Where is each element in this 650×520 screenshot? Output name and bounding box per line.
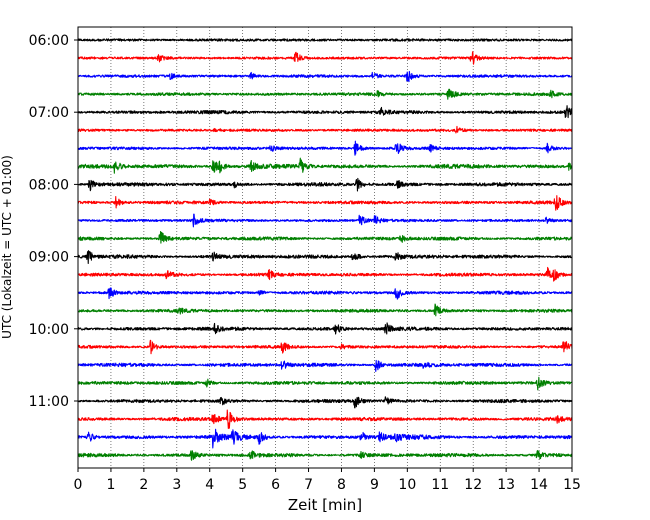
x-tick-label-4: 4 [205, 477, 214, 493]
trace-0730 [77, 140, 573, 156]
y-tick-label-2: 08:00 [29, 177, 69, 193]
y-tick-label-1: 07:00 [29, 105, 69, 121]
x-axis: 0 1 2 3 4 5 6 7 8 9 10 11 12 13 14 15 [74, 468, 581, 493]
x-tick-label-8: 8 [337, 477, 346, 493]
trace-0745 [77, 157, 573, 174]
trace-1030 [77, 359, 573, 372]
x-tick-label-0: 0 [74, 477, 83, 493]
y-tick-label-0: 06:00 [29, 33, 69, 49]
x-axis-label: Zeit [min] [288, 496, 362, 514]
x-tick-label-10: 10 [398, 477, 416, 493]
trace-1100 [77, 396, 573, 409]
y-axis-label: UTC (Lokalzeit = UTC + 01:00) [0, 155, 14, 339]
plot-frame [77, 26, 573, 469]
x-tick-label-1: 1 [106, 477, 115, 493]
x-tick-label-3: 3 [172, 477, 181, 493]
x-tick-label-7: 7 [304, 477, 313, 493]
trace-1015 [77, 339, 573, 355]
y-tick-label-5: 11:00 [29, 394, 69, 410]
trace-1000 [77, 322, 573, 335]
seismic-traces [77, 38, 573, 461]
x-tick-label-14: 14 [530, 477, 548, 493]
x-tick-label-15: 15 [563, 477, 581, 493]
trace-0945 [77, 303, 573, 317]
trace-0815 [77, 195, 573, 211]
trace-0915 [77, 266, 573, 282]
trace-0600 [77, 38, 573, 42]
trace-1045 [77, 376, 573, 391]
trace-0800 [77, 177, 573, 192]
x-tick-label-5: 5 [238, 477, 247, 493]
x-tick-label-12: 12 [464, 477, 482, 493]
trace-1130 [77, 428, 573, 449]
trace-0615 [77, 51, 573, 65]
trace-1115 [77, 409, 573, 429]
trace-0630 [77, 70, 573, 83]
trace-1145 [77, 450, 573, 461]
trace-0645 [77, 88, 573, 100]
trace-0700 [77, 105, 573, 119]
x-tick-label-11: 11 [431, 477, 449, 493]
x-tick-label-6: 6 [271, 477, 280, 493]
y-tick-label-3: 09:00 [29, 250, 69, 266]
y-tick-label-4: 10:00 [29, 322, 69, 338]
trace-0845 [77, 231, 573, 244]
x-tick-label-13: 13 [497, 477, 515, 493]
y-axis: 06:00 07:00 08:00 09:00 10:00 11:00 [29, 33, 78, 410]
trace-0715 [77, 125, 573, 134]
trace-0900 [77, 250, 573, 265]
trace-0830 [77, 213, 573, 228]
x-tick-label-2: 2 [139, 477, 148, 493]
trace-0930 [77, 287, 573, 300]
x-tick-label-9: 9 [370, 477, 379, 493]
